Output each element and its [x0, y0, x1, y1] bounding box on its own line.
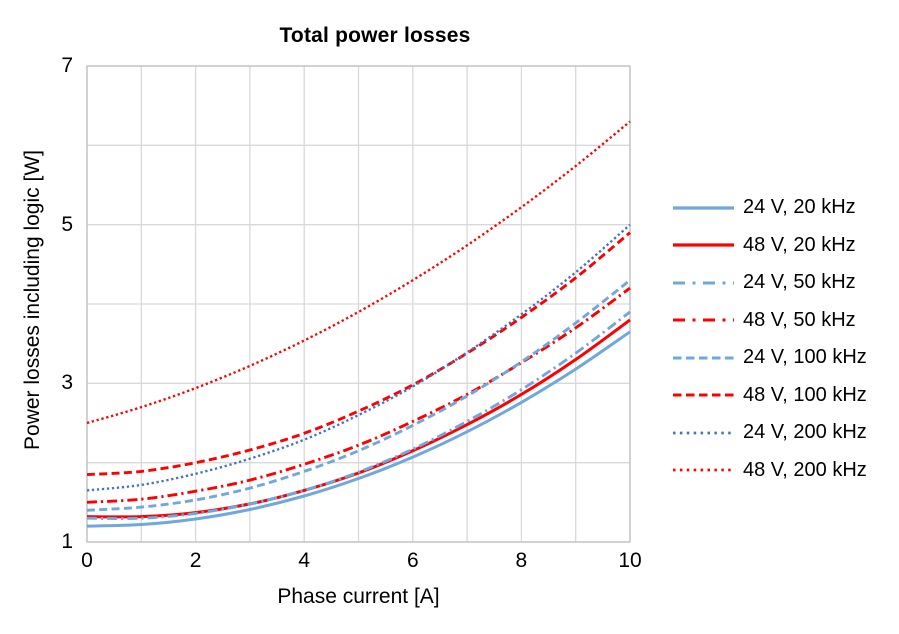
- x-tick-label: 2: [189, 549, 202, 572]
- chart-title: Total power losses: [279, 24, 471, 47]
- series-line-24-v-200-khz: [86, 223, 631, 492]
- legend-item-label: 48 V, 100 kHz: [743, 383, 867, 406]
- legend-line-sample-solid-icon: [673, 243, 734, 247]
- x-axis-title: Phase current [A]: [277, 585, 440, 608]
- x-tick-label: 0: [81, 549, 93, 572]
- legend-line-sample-dash-dot-icon: [673, 318, 734, 322]
- y-tick-label: 7: [61, 54, 73, 77]
- legend: 24 V, 20 kHz 48 V, 20 kHz 24 V, 50 kHz 48 V…: [672, 189, 867, 489]
- legend-item-24-v-200-khz: 24 V, 200 kHz: [672, 414, 867, 452]
- series-line-48-v-50-khz: [86, 286, 631, 504]
- legend-item-24-v-50-khz: 24 V, 50 kHz: [672, 264, 867, 302]
- series-line-48-v-200-khz: [86, 120, 631, 425]
- x-tick-label: 4: [298, 549, 311, 572]
- series-line-24-v-50-khz: [86, 310, 631, 521]
- legend-item-label: 48 V, 20 kHz: [743, 233, 856, 256]
- legend-item-48-v-50-khz: 48 V, 50 kHz: [672, 302, 867, 340]
- legend-item-48-v-20-khz: 48 V, 20 kHz: [672, 227, 867, 265]
- legend-item-24-v-20-khz: 24 V, 20 kHz: [672, 189, 867, 227]
- series-line-24-v-20-khz: [86, 330, 631, 528]
- legend-line-sample-dotted-icon: [673, 431, 734, 435]
- legend-line-sample-dotted-icon: [673, 468, 734, 472]
- y-tick-label: 5: [61, 212, 73, 236]
- legend-line-sample-solid-icon: [673, 206, 734, 210]
- y-tick-label: 3: [61, 371, 73, 395]
- legend-item-label: 24 V, 50 kHz: [743, 271, 856, 294]
- series-line-24-v-100-khz: [86, 279, 631, 512]
- legend-item-label: 24 V, 20 kHz: [743, 196, 856, 219]
- legend-item-48-v-100-khz: 48 V, 100 kHz: [672, 377, 867, 415]
- legend-line-sample-dashed-icon: [673, 393, 734, 397]
- legend-item-24-v-100-khz: 24 V, 100 kHz: [672, 339, 867, 377]
- legend-item-48-v-200-khz: 48 V, 200 kHz: [672, 452, 867, 490]
- legend-line-sample-dashed-icon: [673, 356, 734, 360]
- gridlines: [86, 65, 631, 543]
- legend-item-label: 24 V, 200 kHz: [743, 421, 867, 444]
- plot-border: [86, 65, 631, 543]
- legend-item-label: 24 V, 100 kHz: [743, 346, 867, 369]
- legend-item-label: 48 V, 50 kHz: [743, 308, 856, 331]
- x-tick-label: 10: [618, 549, 642, 572]
- legend-item-label: 48 V, 200 kHz: [743, 458, 867, 481]
- y-tick-label: 1: [61, 530, 73, 553]
- legend-line-sample-dash-dot-icon: [673, 281, 734, 285]
- x-tick-label: 8: [515, 549, 528, 572]
- x-tick-label: 6: [406, 549, 419, 572]
- series-line-48-v-100-khz: [86, 231, 631, 477]
